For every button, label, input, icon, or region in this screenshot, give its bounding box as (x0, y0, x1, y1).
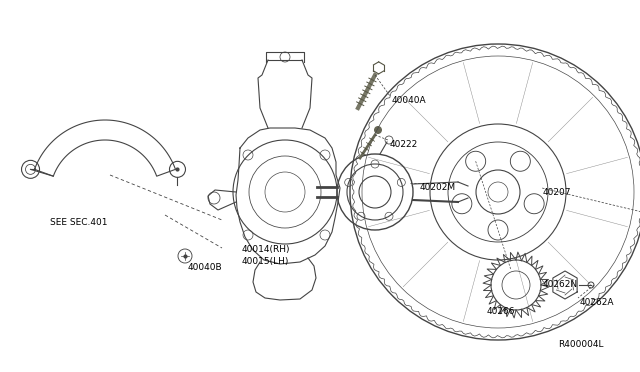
Circle shape (374, 126, 382, 134)
Text: 40014(RH): 40014(RH) (242, 245, 291, 254)
Text: 40040A: 40040A (392, 96, 427, 105)
Text: 40015(LH): 40015(LH) (242, 257, 289, 266)
Text: 40202M: 40202M (420, 183, 456, 192)
Text: SEE SEC.401: SEE SEC.401 (50, 218, 108, 227)
Text: 40262A: 40262A (580, 298, 614, 307)
Text: R400004L: R400004L (558, 340, 604, 349)
Text: 40040B: 40040B (188, 263, 223, 272)
Text: 40222: 40222 (390, 140, 419, 149)
Text: 40262N: 40262N (543, 280, 578, 289)
Text: 40266: 40266 (487, 307, 515, 316)
Text: 40207: 40207 (543, 188, 572, 197)
